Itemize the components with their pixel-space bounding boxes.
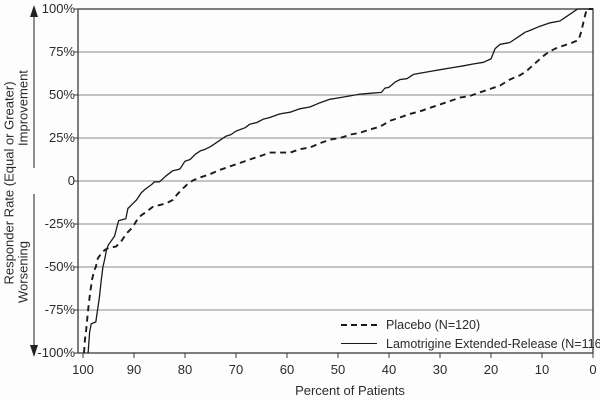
y-tick-label: 0: [67, 173, 75, 188]
y-tick-label: 50%: [48, 87, 75, 102]
chart-legend: Placebo (N=120) Lamotrigine Extended-Rel…: [341, 315, 600, 353]
legend-item-placebo: Placebo (N=120): [341, 315, 600, 334]
x-tick-label: 100: [72, 362, 94, 377]
x-tick-label: 80: [177, 362, 193, 377]
down-arrowhead-icon: [30, 345, 38, 357]
x-tick-label: 50: [330, 362, 346, 377]
y-tick-label: -75%: [44, 302, 75, 317]
plot-frame: [77, 8, 594, 354]
x-axis-title: Percent of Patients: [295, 383, 405, 398]
x-tick-label: 40: [381, 362, 397, 377]
up-arrowhead-icon: [30, 5, 38, 17]
y-tick-label: -50%: [44, 259, 75, 274]
x-tick-label: 20: [483, 362, 499, 377]
x-tick-label: 30: [432, 362, 448, 377]
y-tick-label: 25%: [48, 130, 75, 145]
series-line-solid: [87, 8, 593, 354]
legend-label-lamotrigine: Lamotrigine Extended-Release (N=116): [386, 336, 600, 351]
solid-line-sample-icon: [341, 343, 377, 344]
x-tick-label: 90: [126, 362, 142, 377]
dashed-line-sample-icon: [341, 323, 377, 326]
x-tick-label: 0: [589, 362, 597, 377]
y-tick-label: -100%: [37, 345, 75, 360]
legend-item-lamotrigine: Lamotrigine Extended-Release (N=116): [341, 334, 600, 353]
y-tick-label: 75%: [48, 44, 75, 59]
y-tick-label: 100%: [41, 1, 75, 16]
x-tick-label: 60: [279, 362, 295, 377]
series-line-dashed: [83, 8, 593, 354]
legend-label-placebo: Placebo (N=120): [386, 317, 481, 332]
x-tick-label: 10: [534, 362, 550, 377]
y-tick-label: -25%: [44, 216, 75, 231]
x-tick-label: 70: [228, 362, 244, 377]
